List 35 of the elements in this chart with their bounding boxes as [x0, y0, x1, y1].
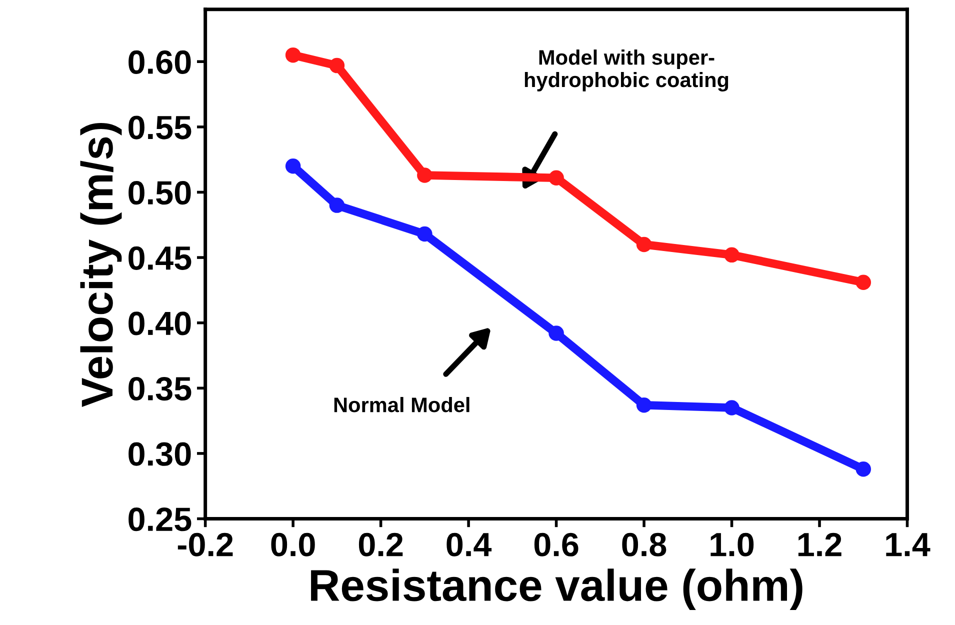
- y-axis-title: Velocity (m/s): [80, 123, 122, 408]
- point: [548, 170, 564, 186]
- annotation: Normal Model: [334, 396, 470, 412]
- annotation: Model with super- hydrophobic coating: [524, 50, 728, 92]
- y-tick-label: 0.60: [128, 50, 191, 74]
- x-tick-label: 1.0: [710, 532, 754, 556]
- point: [636, 236, 652, 252]
- x-tick-label: 1.2: [798, 532, 842, 556]
- point: [329, 58, 345, 74]
- y-tick-label: 0.55: [128, 116, 192, 140]
- point: [724, 247, 740, 263]
- x-tick-label: 0.6: [534, 532, 578, 556]
- x-tick-label: -0.2: [178, 532, 233, 556]
- point: [856, 274, 872, 290]
- y-tick-label: 0.45: [128, 246, 192, 270]
- x-tick-label: 0.2: [358, 532, 403, 556]
- point: [548, 326, 564, 341]
- x-tick-label: 0.4: [446, 532, 492, 556]
- point: [417, 168, 432, 183]
- point: [636, 397, 652, 413]
- point: [856, 461, 872, 477]
- y-tick-label: 0.30: [128, 442, 191, 466]
- x-tick-label: 0.8: [622, 532, 666, 556]
- point: [417, 226, 432, 242]
- y-tick-label: 0.50: [128, 181, 191, 205]
- x-axis-title: Resistance value (ohm): [311, 568, 802, 610]
- x-tick-label: 0.0: [271, 532, 315, 556]
- point: [285, 158, 301, 174]
- x-tick-label: 1.4: [886, 533, 930, 556]
- y-tick-label: 0.35: [128, 376, 192, 401]
- point: [285, 47, 301, 63]
- point: [724, 400, 740, 416]
- point: [329, 198, 345, 213]
- y-tick-label: 0.25: [128, 508, 192, 532]
- y-tick-label: 0.40: [128, 312, 191, 336]
